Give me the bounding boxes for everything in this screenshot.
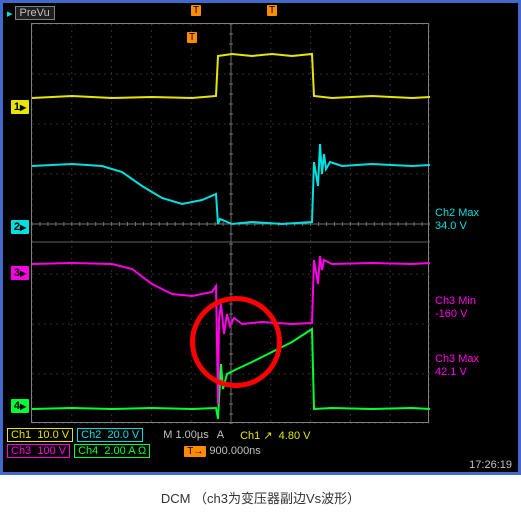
timestamp: 17:26:19 bbox=[469, 459, 512, 471]
readout-ch3-max: Ch3 Max 42.1 V bbox=[435, 353, 515, 379]
timebase-suffix: A bbox=[217, 429, 224, 441]
ch2-scale-box: Ch2 20.0 V bbox=[77, 428, 143, 442]
ch2-marker: 2▶ bbox=[11, 220, 29, 234]
prevu-icon: ▸ bbox=[7, 7, 13, 20]
trigger-t-inner: T bbox=[187, 32, 197, 43]
caption: DCM （ch3为变压器副边Vs波形） bbox=[0, 488, 521, 507]
readout-ch3-min: Ch3 Min -160 V bbox=[435, 295, 515, 321]
readout-row-2: Ch3 100 V Ch4 2.00 A Ω T→ 900.000ns bbox=[7, 443, 517, 459]
top-bar: ▸ PreVu T T bbox=[7, 5, 515, 21]
ch1-scale-box: Ch1 10.0 V bbox=[7, 428, 73, 442]
trigger-marker-top: T bbox=[191, 5, 203, 17]
ch3-scale-box: Ch3 100 V bbox=[7, 444, 70, 458]
annotation-circle bbox=[190, 296, 282, 388]
ch1-marker: 1▶ bbox=[11, 100, 29, 114]
trigger-readout: Ch1 ↗ 4.80 V bbox=[240, 429, 310, 442]
delay-icon: T→ bbox=[184, 446, 206, 457]
bottom-readout-bar: Ch1 10.0 V Ch2 20.0 V M 1.00µs A Ch1 ↗ 4… bbox=[7, 427, 517, 471]
delay-readout: T→ 900.000ns bbox=[184, 445, 261, 457]
timebase: M 1.00µs bbox=[163, 429, 208, 441]
trigger-t-top: T bbox=[267, 5, 277, 16]
readout-ch2-max: Ch2 Max 34.0 V bbox=[435, 207, 515, 233]
ch3-marker: 3▶ bbox=[11, 266, 29, 280]
prevu-label: PreVu bbox=[15, 6, 55, 20]
ch4-marker: 4▶ bbox=[11, 399, 29, 413]
readout-row-1: Ch1 10.0 V Ch2 20.0 V M 1.00µs A Ch1 ↗ 4… bbox=[7, 427, 517, 443]
graticule: T bbox=[31, 23, 429, 423]
oscilloscope-frame: ▸ PreVu T T 1▶ 2▶ 3▶ 4▶ T Ch2 Max 34.0 V… bbox=[0, 0, 521, 475]
ch4-scale-box: Ch4 2.00 A Ω bbox=[74, 444, 150, 458]
